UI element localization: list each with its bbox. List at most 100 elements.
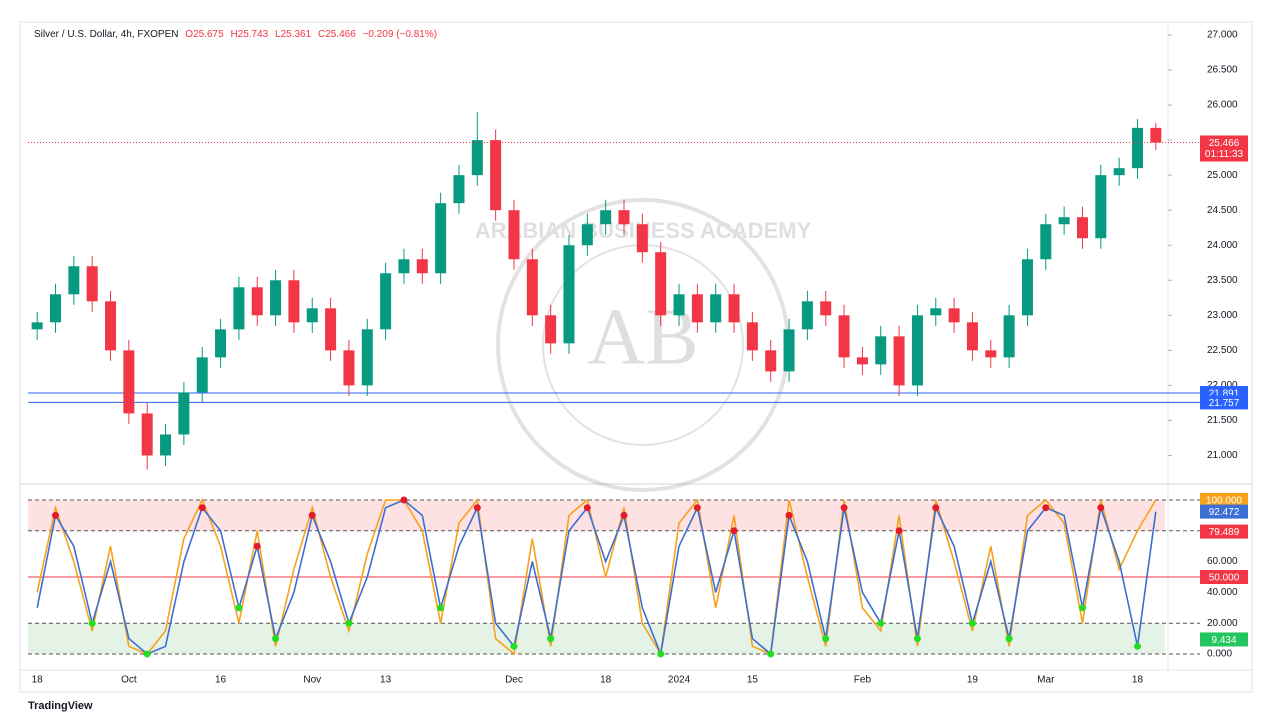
- trough-dot: [235, 604, 243, 612]
- candle-body: [416, 259, 428, 274]
- y-tick-label: 22.500: [1207, 345, 1238, 356]
- candle-body: [343, 350, 355, 386]
- x-tick-label: 13: [380, 675, 392, 686]
- candle-body: [508, 210, 520, 260]
- y-tick-label: 24.500: [1207, 205, 1238, 216]
- trough-dot: [767, 650, 775, 658]
- candle-body: [526, 259, 538, 316]
- candle-body: [471, 140, 483, 176]
- peak-dot: [253, 542, 261, 550]
- candle-body: [856, 357, 868, 365]
- tradingview-logo[interactable]: TradingView: [28, 700, 93, 712]
- candle-body: [1040, 224, 1052, 260]
- candle-body: [783, 329, 795, 372]
- peak-dot: [583, 504, 591, 512]
- candle-body: [765, 350, 777, 372]
- candle-body: [141, 413, 153, 456]
- candle-body: [655, 252, 667, 316]
- candle-body: [1095, 175, 1107, 239]
- y-tick-label: 21.000: [1207, 450, 1238, 461]
- candle-body: [490, 140, 502, 211]
- x-tick-label: 18: [1132, 675, 1144, 686]
- peak-dot: [52, 511, 60, 519]
- x-tick-label: Dec: [505, 675, 523, 686]
- peak-dot: [840, 504, 848, 512]
- last-price-box: [1200, 135, 1248, 162]
- x-tick-label: 2024: [668, 675, 691, 686]
- price-line-label: 21.757: [1209, 398, 1240, 409]
- x-tick-label: 19: [967, 675, 979, 686]
- marker-label-box: [1200, 632, 1248, 647]
- series-last-label: 92.472: [1209, 507, 1240, 518]
- candle-body: [288, 280, 300, 323]
- candle-body: [380, 273, 392, 330]
- candle-body: [50, 294, 62, 323]
- candle-body: [398, 259, 410, 274]
- ohlc-low: L25.361: [275, 29, 312, 40]
- candle-body: [618, 210, 630, 225]
- series-last-label-box: [1200, 504, 1248, 519]
- candle-body: [563, 245, 575, 344]
- oscillator-line: [36, 498, 1157, 657]
- candle-body: [581, 224, 593, 246]
- candle-body: [196, 357, 208, 393]
- peak-dot: [473, 504, 481, 512]
- ohlc-close: C25.466: [318, 29, 356, 40]
- trough-dot: [437, 604, 445, 612]
- price-line-label-box: [1200, 395, 1248, 410]
- ohlc-open: O25.675: [185, 29, 224, 40]
- candle-body: [985, 350, 997, 358]
- candle-body: [600, 210, 612, 225]
- peak-dot: [693, 504, 701, 512]
- y-tick-label: 26.000: [1207, 100, 1238, 111]
- candle-body: [1058, 217, 1070, 225]
- marker-label-box: [1200, 524, 1248, 539]
- countdown-label: 01:11:33: [1205, 149, 1244, 160]
- candle-body: [233, 287, 245, 330]
- candle-body: [875, 336, 887, 365]
- zone-band: [28, 623, 1165, 654]
- candle-body: [453, 175, 465, 204]
- candle-body: [948, 308, 960, 323]
- oscillator-line: [36, 499, 1157, 657]
- peak-dot: [620, 511, 628, 519]
- candle-body: [31, 322, 43, 330]
- trough-dot: [345, 619, 353, 627]
- candle-body: [123, 350, 135, 414]
- peak-dot: [400, 496, 408, 504]
- symbol: Silver / U.S. Dollar, 4h, FXOPEN: [34, 29, 179, 40]
- ohlc-high: H25.743: [230, 29, 268, 40]
- candle-body: [966, 322, 978, 351]
- candle-body: [820, 301, 832, 316]
- peak-dot: [1097, 504, 1105, 512]
- trough-dot: [657, 650, 665, 658]
- candle-body: [306, 308, 318, 323]
- candle-body: [1003, 315, 1015, 358]
- candle-body: [68, 266, 80, 295]
- trough-dot: [1078, 604, 1086, 612]
- candle-body: [215, 329, 227, 358]
- y-tick-label: 27.000: [1207, 30, 1238, 41]
- peak-dot: [895, 527, 903, 535]
- peak-dot: [198, 504, 206, 512]
- y-tick-label: 23.500: [1207, 275, 1238, 286]
- marker-label: 9.434: [1211, 635, 1236, 646]
- candle-body: [691, 294, 703, 323]
- candle-body: [270, 280, 282, 316]
- candle-body: [636, 224, 648, 253]
- candle-body: [251, 287, 263, 316]
- trough-dot: [547, 635, 555, 643]
- y-tick-label: 40.000: [1207, 587, 1238, 598]
- trough-dot: [877, 619, 885, 627]
- marker-label: 50.000: [1209, 573, 1240, 584]
- y-tick-label: 60.000: [1207, 556, 1238, 567]
- x-tick-label: Nov: [303, 675, 321, 686]
- candle-body: [86, 266, 98, 302]
- marker-label: 79.489: [1209, 527, 1240, 538]
- x-tick-label: 18: [600, 675, 612, 686]
- y-tick-label: 25.000: [1207, 170, 1238, 181]
- peak-dot: [1042, 504, 1050, 512]
- trough-dot: [1005, 635, 1013, 643]
- marker-label-box: [1200, 570, 1248, 585]
